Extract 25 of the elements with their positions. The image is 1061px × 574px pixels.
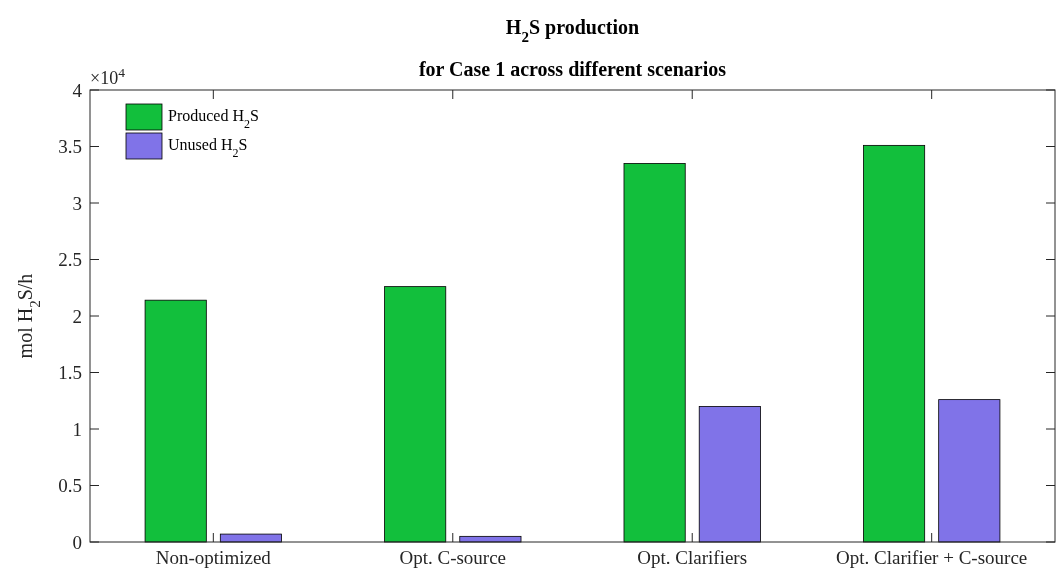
y-tick-label: 0.5 [58, 475, 82, 497]
legend-label: Produced H$_{2}$S [168, 107, 259, 131]
text: ×10$^{4}$ [90, 64, 126, 88]
x-tick-label: Non-optimized [155, 547, 272, 568]
y-tick-label: 0 [72, 531, 82, 553]
bar [144, 299, 207, 543]
y-tick-label: 4 [72, 79, 83, 101]
bar [219, 533, 282, 543]
y-tick-label: 3.5 [58, 136, 82, 158]
legend-label: Unused H$_{2}$S [168, 136, 248, 160]
y-tick-label: 1 [72, 418, 82, 440]
chart-subtitle: for Case 1 across different scenarios [418, 58, 727, 80]
y-tick-label: 3 [72, 192, 82, 214]
bar [623, 163, 686, 543]
x-tick-label: Opt. Clarifiers [637, 547, 748, 568]
bar [938, 399, 1001, 543]
chart-title: H$_{2}$S production [505, 16, 640, 45]
y-tick-label: 1.5 [58, 362, 82, 384]
bar [863, 144, 926, 543]
y-tick-label: 2.5 [58, 249, 82, 271]
x-tick-label: Opt. C-source [399, 547, 507, 568]
bar [384, 286, 447, 543]
y-tick-label: 2 [72, 305, 82, 327]
bar [698, 406, 761, 543]
x-tick-label: Opt. Clarifier + C-source [836, 547, 1028, 568]
